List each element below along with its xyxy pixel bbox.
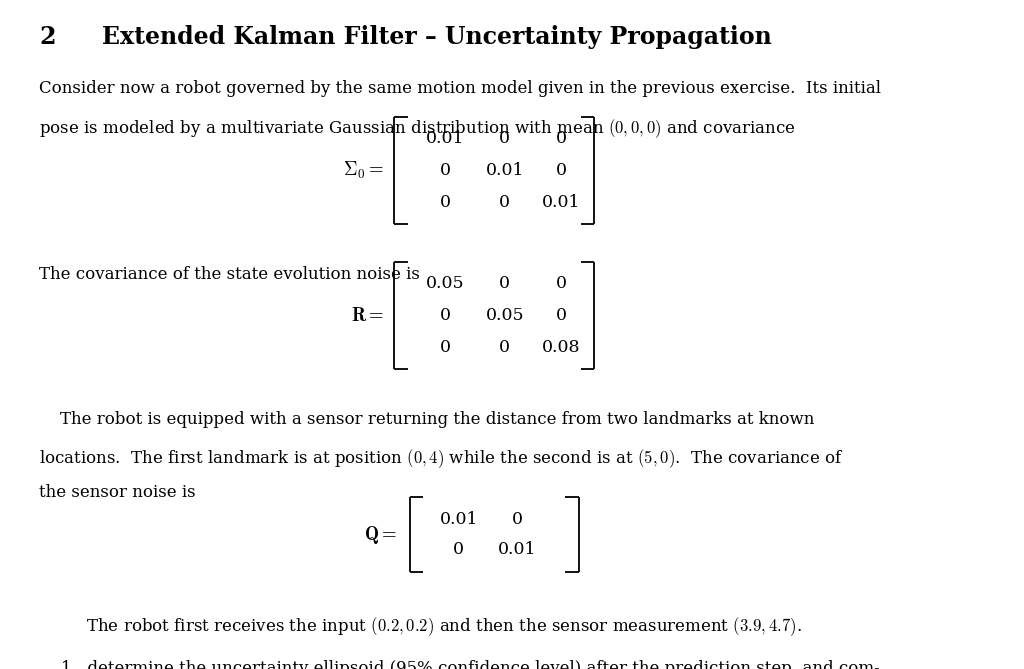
Text: 0: 0 (556, 130, 566, 147)
Text: 0.01: 0.01 (542, 194, 581, 211)
Text: 0: 0 (500, 130, 510, 147)
Text: The robot is equipped with a sensor returning the distance from two landmarks at: The robot is equipped with a sensor retu… (39, 411, 814, 427)
Text: 0.01: 0.01 (498, 541, 537, 558)
Text: pose is modeled by a multivariate Gaussian distribution with mean $(0, 0, 0)$ an: pose is modeled by a multivariate Gaussi… (39, 117, 796, 140)
Text: 1.  determine the uncertainty ellipsoid (95% confidence level) after the predict: 1. determine the uncertainty ellipsoid (… (61, 660, 881, 669)
Text: 0: 0 (454, 541, 464, 558)
Text: 2: 2 (39, 25, 55, 50)
Text: 0.01: 0.01 (439, 511, 478, 529)
Text: The covariance of the state evolution noise is: The covariance of the state evolution no… (39, 266, 420, 282)
Text: 0: 0 (500, 194, 510, 211)
Text: 0: 0 (440, 339, 451, 357)
Text: 0: 0 (512, 511, 522, 529)
Text: 0.05: 0.05 (426, 275, 465, 292)
Text: 0: 0 (500, 275, 510, 292)
Text: 0: 0 (500, 339, 510, 357)
Text: 0.05: 0.05 (485, 307, 524, 324)
Text: 0.01: 0.01 (426, 130, 465, 147)
Text: 0: 0 (440, 162, 451, 179)
Text: 0: 0 (440, 307, 451, 324)
Text: 0: 0 (556, 162, 566, 179)
Text: $\mathbf{Q} = $: $\mathbf{Q} = $ (365, 524, 397, 545)
Text: the sensor noise is: the sensor noise is (39, 484, 196, 501)
Text: 0: 0 (440, 194, 451, 211)
Text: 0: 0 (556, 275, 566, 292)
Text: 0.08: 0.08 (542, 339, 581, 357)
Text: $\mathbf{R} = $: $\mathbf{R} = $ (351, 307, 384, 324)
Text: 0.01: 0.01 (485, 162, 524, 179)
Text: The robot first receives the input $(0.2, 0.2)$ and then the sensor measurement : The robot first receives the input $(0.2… (65, 615, 801, 638)
Text: Extended Kalman Filter – Uncertainty Propagation: Extended Kalman Filter – Uncertainty Pro… (102, 25, 772, 50)
Text: locations.  The first landmark is at position $(0, 4)$ while the second is at $(: locations. The first landmark is at posi… (39, 448, 844, 470)
Text: $\Sigma_0 = $: $\Sigma_0 = $ (343, 160, 384, 181)
Text: 0: 0 (556, 307, 566, 324)
Text: Consider now a robot governed by the same motion model given in the previous exe: Consider now a robot governed by the sam… (39, 80, 881, 97)
